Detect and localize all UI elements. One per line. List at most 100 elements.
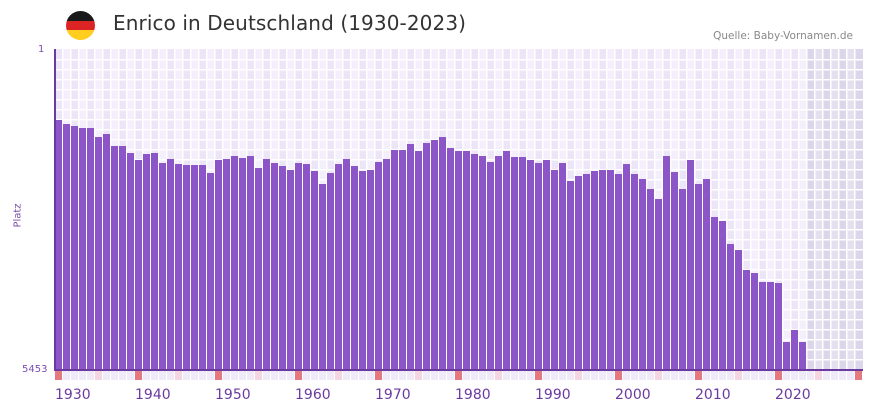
bar-2019[interactable]	[767, 281, 774, 370]
bar-2012[interactable]	[711, 216, 718, 370]
bar-2005[interactable]	[655, 199, 662, 370]
bar-2008[interactable]	[679, 188, 686, 370]
bar-1995[interactable]	[575, 175, 582, 370]
bar-1936[interactable]	[103, 134, 110, 370]
bar-1969[interactable]	[367, 170, 374, 370]
bar-1988[interactable]	[519, 157, 526, 370]
bar-2013[interactable]	[719, 220, 726, 370]
bar-2015[interactable]	[735, 250, 742, 370]
bar-1968[interactable]	[359, 171, 366, 370]
bar-2017[interactable]	[751, 272, 758, 370]
bar-1991[interactable]	[543, 160, 550, 370]
bar-1950[interactable]	[215, 160, 222, 370]
bar-1973[interactable]	[399, 149, 406, 370]
bar-2023[interactable]	[799, 341, 806, 370]
bar-1981[interactable]	[463, 151, 470, 370]
bar-1985[interactable]	[495, 156, 502, 370]
bar-1992[interactable]	[551, 170, 558, 370]
bar-1961[interactable]	[303, 164, 310, 370]
bar-1935[interactable]	[95, 137, 102, 370]
bar-1953[interactable]	[239, 157, 246, 370]
bar-2021[interactable]	[783, 341, 790, 370]
bar-1930[interactable]	[55, 120, 62, 370]
year-marker	[615, 371, 622, 380]
bar-1976[interactable]	[423, 143, 430, 370]
source-link[interactable]: Quelle: Baby-Vornamen.de	[713, 30, 853, 42]
bar-2002[interactable]	[631, 173, 638, 370]
bar-1966[interactable]	[343, 158, 350, 370]
bar-1964[interactable]	[327, 172, 334, 370]
bar-2011[interactable]	[703, 178, 710, 370]
bar-2010[interactable]	[695, 184, 702, 370]
bar-1954[interactable]	[247, 156, 254, 370]
bar-1987[interactable]	[511, 157, 518, 370]
bar-1957[interactable]	[271, 162, 278, 370]
bar-1967[interactable]	[351, 165, 358, 370]
bar-1989[interactable]	[527, 160, 534, 370]
bar-2001[interactable]	[623, 164, 630, 370]
bar-1947[interactable]	[191, 164, 198, 370]
bar-1972[interactable]	[391, 149, 398, 370]
bar-1949[interactable]	[207, 173, 214, 370]
bar-2022[interactable]	[791, 329, 798, 370]
bar-2020[interactable]	[775, 283, 782, 370]
bar-2004[interactable]	[647, 188, 654, 370]
bar-1945[interactable]	[175, 164, 182, 370]
bar-1958[interactable]	[279, 165, 286, 370]
bar-2003[interactable]	[639, 178, 646, 370]
bar-1941[interactable]	[143, 154, 150, 370]
bar-1931[interactable]	[63, 124, 70, 370]
bar-1946[interactable]	[183, 164, 190, 370]
year-marker	[711, 371, 718, 380]
year-marker	[319, 371, 326, 380]
bar-1934[interactable]	[87, 128, 94, 370]
bar-1986[interactable]	[503, 150, 510, 370]
bar-1996[interactable]	[583, 173, 590, 370]
bar-1993[interactable]	[559, 163, 566, 370]
bar-1948[interactable]	[199, 164, 206, 370]
bar-1975[interactable]	[415, 151, 422, 370]
bar-1974[interactable]	[407, 144, 414, 370]
bar-2018[interactable]	[759, 281, 766, 370]
bar-1959[interactable]	[287, 169, 294, 370]
bar-2009[interactable]	[687, 160, 694, 370]
bar-1980[interactable]	[455, 151, 462, 370]
flag-stripe-gold	[66, 30, 95, 40]
bar-2014[interactable]	[727, 244, 734, 370]
bar-1962[interactable]	[311, 170, 318, 370]
bar-1999[interactable]	[607, 170, 614, 370]
bar-1932[interactable]	[71, 126, 78, 370]
bar-1990[interactable]	[535, 163, 542, 370]
bar-1971[interactable]	[383, 159, 390, 370]
bar-1983[interactable]	[479, 156, 486, 370]
bar-1942[interactable]	[151, 152, 158, 370]
bar-1994[interactable]	[567, 180, 574, 370]
bar-1951[interactable]	[223, 159, 230, 370]
year-marker	[487, 371, 494, 380]
bar-2007[interactable]	[671, 172, 678, 370]
bar-1965[interactable]	[335, 164, 342, 370]
bar-1977[interactable]	[431, 140, 438, 370]
bar-2000[interactable]	[615, 173, 622, 370]
bar-1960[interactable]	[295, 162, 302, 370]
bar-1978[interactable]	[439, 137, 446, 370]
bar-1943[interactable]	[159, 162, 166, 370]
bar-1963[interactable]	[319, 184, 326, 370]
bar-1998[interactable]	[599, 170, 606, 370]
bar-1940[interactable]	[135, 160, 142, 370]
bar-1933[interactable]	[79, 128, 86, 370]
bar-2016[interactable]	[743, 269, 750, 370]
bar-1937[interactable]	[111, 146, 118, 370]
bar-1984[interactable]	[487, 162, 494, 370]
bar-2006[interactable]	[663, 155, 670, 370]
bar-1956[interactable]	[263, 159, 270, 370]
bar-1997[interactable]	[591, 171, 598, 370]
bar-1982[interactable]	[471, 154, 478, 370]
bar-1944[interactable]	[167, 159, 174, 370]
bar-1970[interactable]	[375, 162, 382, 370]
bar-1952[interactable]	[231, 156, 238, 370]
bar-1939[interactable]	[127, 153, 134, 370]
bar-1938[interactable]	[119, 145, 126, 370]
bar-1979[interactable]	[447, 148, 454, 370]
bar-1955[interactable]	[255, 167, 262, 370]
